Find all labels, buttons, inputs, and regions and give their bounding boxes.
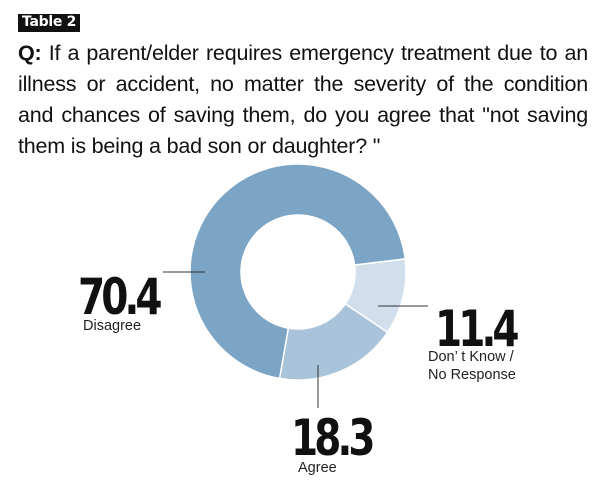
value-label-disagree: 70.4 bbox=[78, 268, 163, 326]
category-label-disagree: Disagree bbox=[83, 318, 142, 334]
category-label-agree: Agree bbox=[298, 460, 337, 476]
slice-disagree bbox=[189, 163, 407, 380]
question-text: If a parent/elder requires emergency tre… bbox=[18, 41, 588, 158]
category-label-dont-know-line1: Don’ t Know / bbox=[428, 349, 514, 365]
category-label-dont-know-line2: No Response bbox=[428, 367, 516, 383]
question: Q: If a parent/elder requires emergency … bbox=[18, 38, 588, 162]
question-prefix: Q: bbox=[18, 41, 42, 65]
value-label-dont-know: 11.4 bbox=[435, 300, 520, 358]
table-tag: Table 2 bbox=[18, 14, 81, 32]
value-label-agree: 18.3 bbox=[291, 409, 376, 467]
